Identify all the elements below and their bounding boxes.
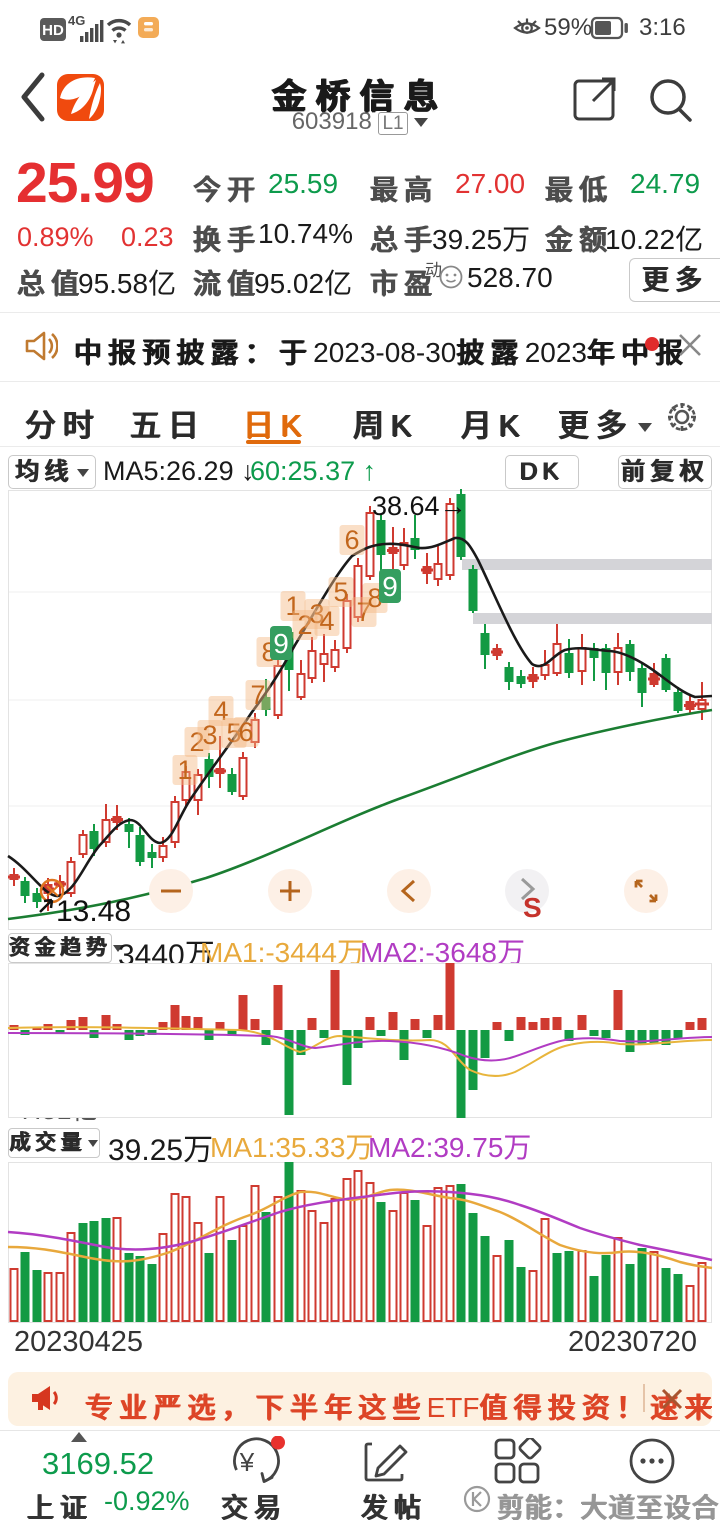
svg-text:HD: HD <box>42 22 64 39</box>
svg-text:38.64→: 38.64→ <box>372 491 467 521</box>
svg-text:1: 1 <box>285 591 300 621</box>
svg-text:9: 9 <box>382 571 398 602</box>
svg-text:6: 6 <box>344 525 359 555</box>
svg-text:5: 5 <box>333 577 348 607</box>
svg-text:7: 7 <box>356 597 371 627</box>
svg-text:3:16: 3:16 <box>639 14 686 41</box>
svg-text:4: 4 <box>319 606 334 636</box>
svg-text:2: 2 <box>297 610 312 640</box>
svg-text:59%: 59% <box>544 14 592 41</box>
svg-text:4: 4 <box>213 696 228 726</box>
svg-text:7: 7 <box>250 680 265 710</box>
svg-text:3: 3 <box>202 720 217 750</box>
svg-text:9: 9 <box>273 628 289 659</box>
svg-text:5: 5 <box>226 718 241 748</box>
svg-text:3: 3 <box>309 599 324 629</box>
svg-text:¥: ¥ <box>239 1447 255 1477</box>
svg-text:4G: 4G <box>68 13 85 28</box>
svg-text:1: 1 <box>177 755 192 785</box>
svg-text:S: S <box>523 892 542 923</box>
svg-text:13.48: 13.48 <box>56 895 131 928</box>
svg-text:6: 6 <box>238 717 253 747</box>
svg-text:2: 2 <box>189 727 204 757</box>
svg-text:8: 8 <box>367 583 382 613</box>
